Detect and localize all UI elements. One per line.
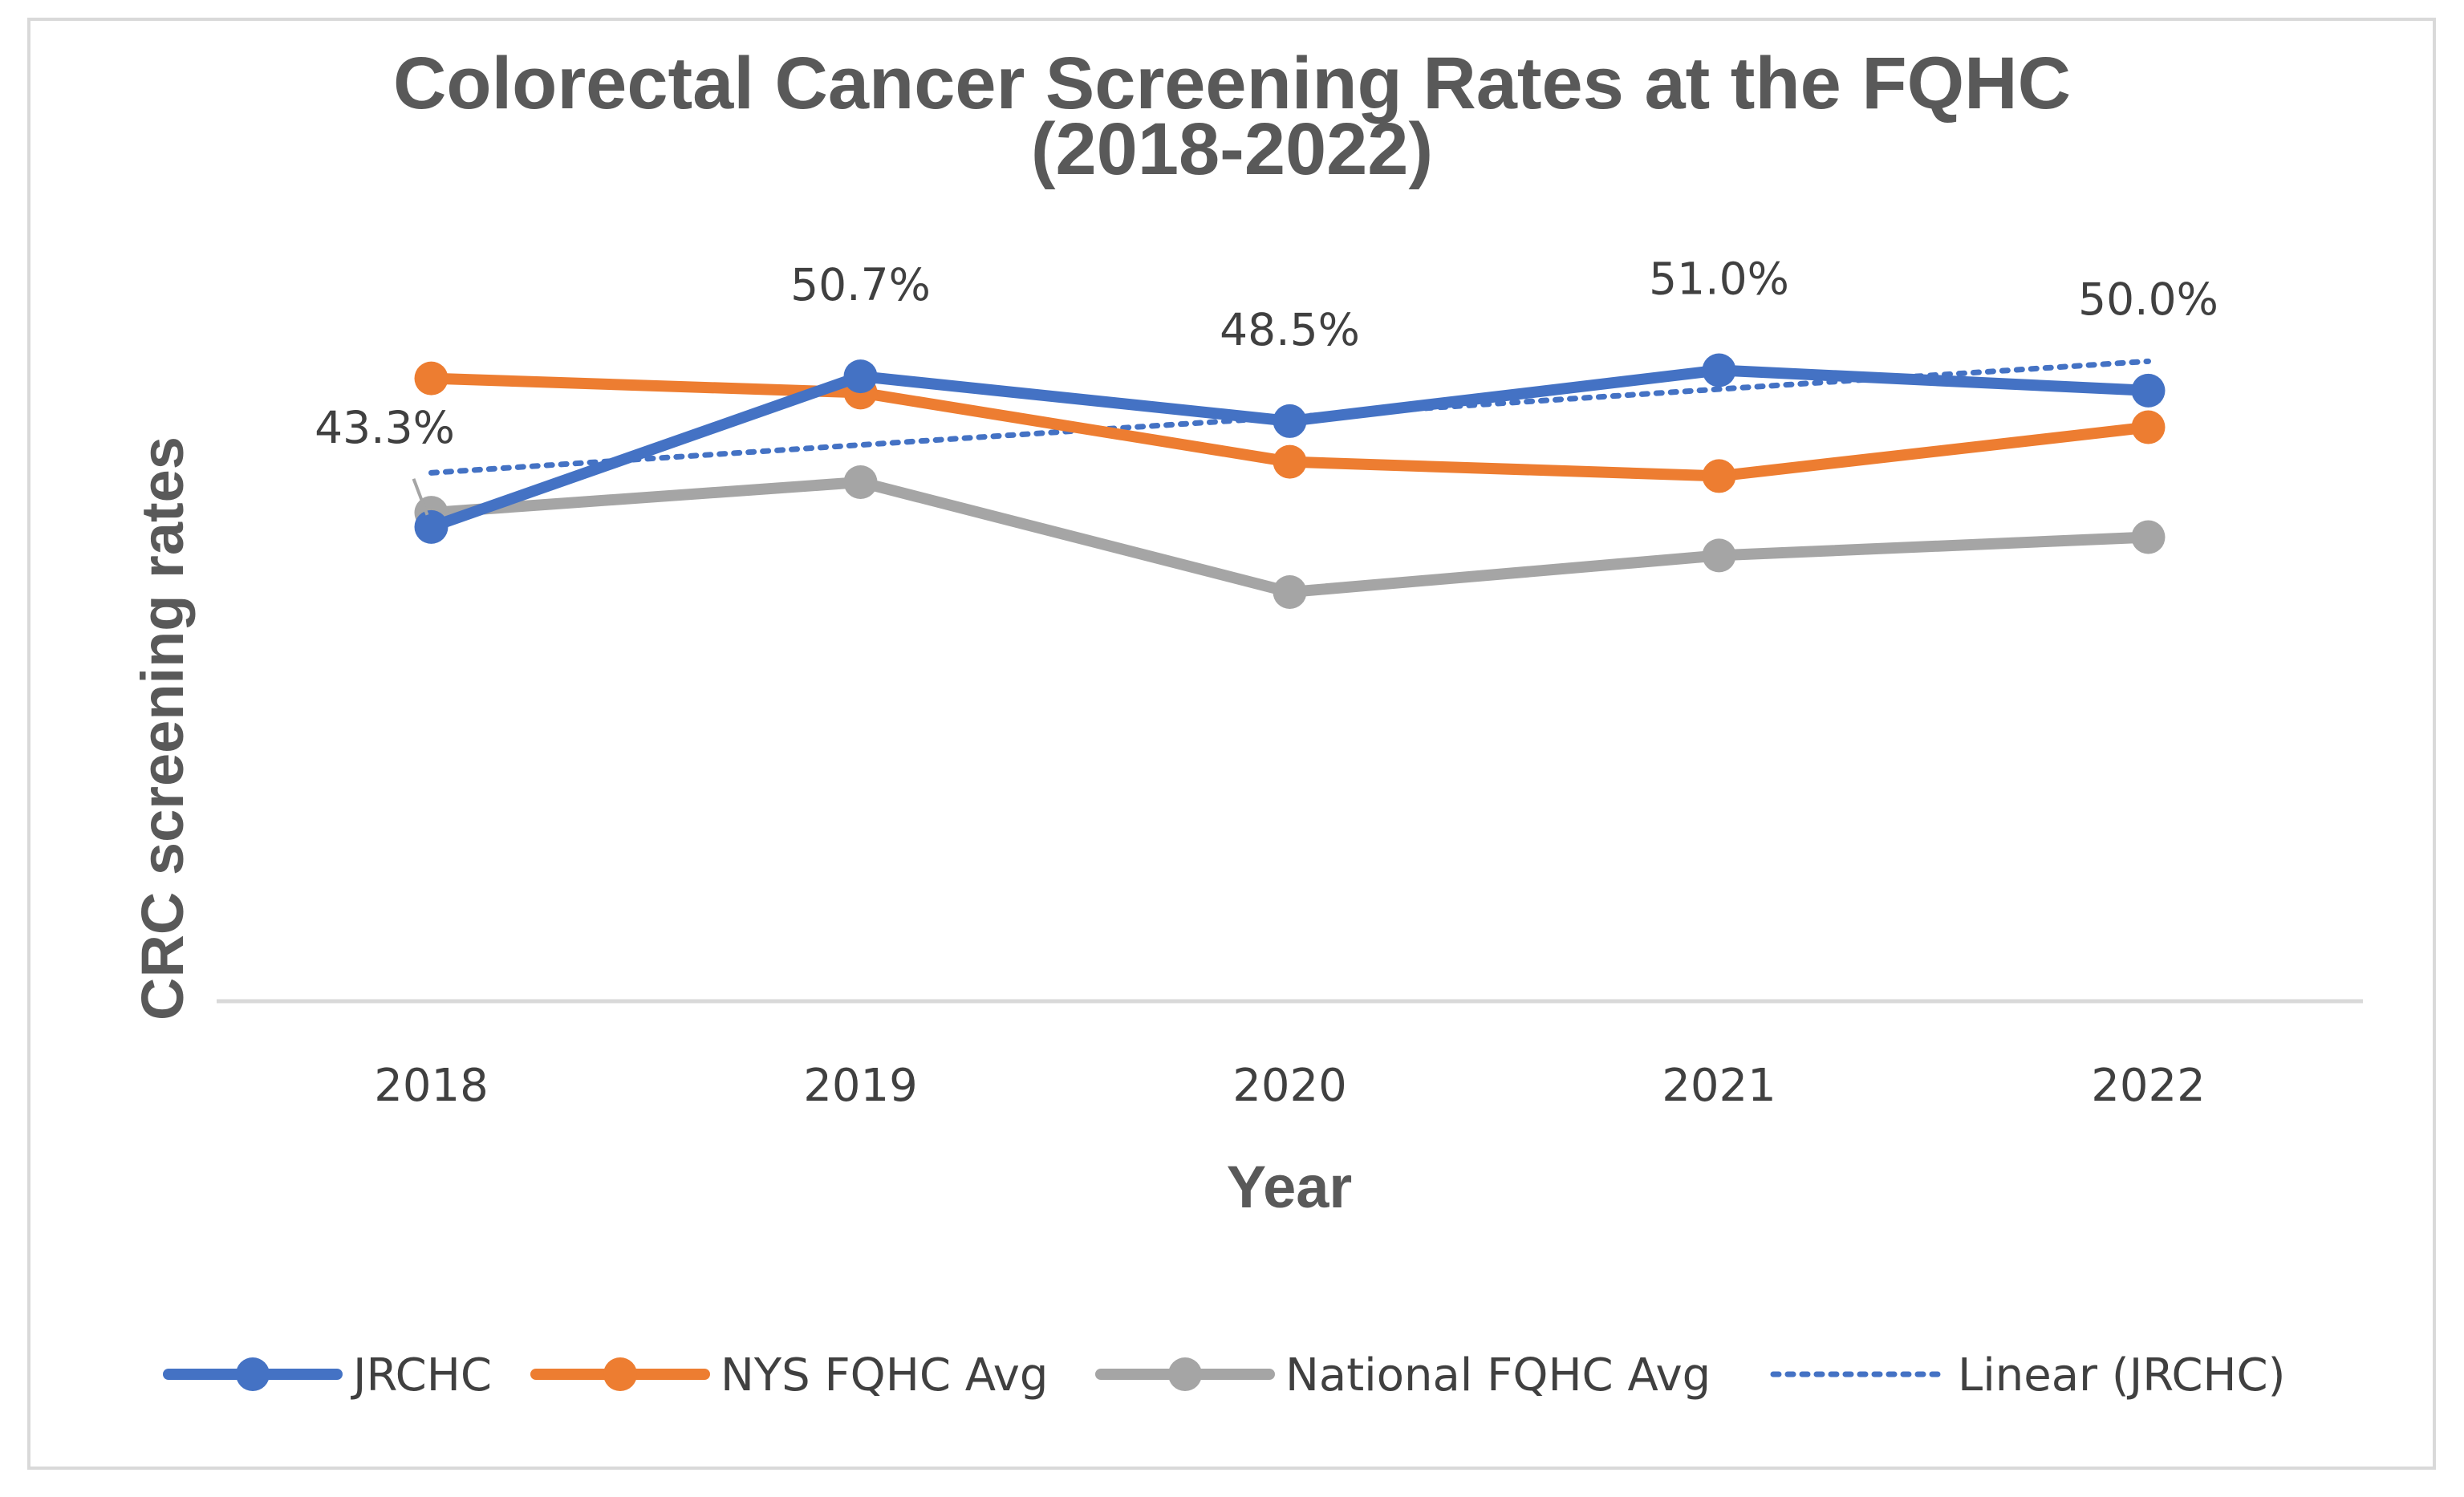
point-national-fqhc-avg-2019 — [843, 465, 878, 500]
legend-label-nys-fqhc-avg: NYS FQHC Avg — [721, 1349, 1048, 1402]
point-jrchc-2019 — [843, 359, 878, 394]
point-nys-fqhc-avg-2020 — [1273, 444, 1307, 479]
point-national-fqhc-avg-2021 — [1702, 538, 1736, 573]
legend-marker-national-fqhc-avg — [1168, 1357, 1202, 1391]
point-nys-fqhc-avg-2021 — [1702, 459, 1736, 493]
y-axis-title: CRC screening rates — [129, 436, 196, 1020]
legend-marker-nys-fqhc-avg — [603, 1357, 637, 1391]
point-jrchc-2018 — [414, 509, 449, 544]
point-jrchc-2021 — [1702, 353, 1736, 387]
legend-label-national-fqhc-avg: National FQHC Avg — [1285, 1349, 1711, 1402]
point-nys-fqhc-avg-2018 — [414, 361, 449, 396]
legend-label-linear-jrchc: Linear (JRCHC) — [1958, 1349, 2286, 1402]
point-jrchc-2020 — [1273, 404, 1307, 438]
point-national-fqhc-avg-2022 — [2131, 520, 2166, 554]
chart-frame — [27, 18, 2436, 1470]
data-label-2018: 43.3% — [315, 402, 455, 453]
data-label-2020: 48.5% — [1220, 304, 1360, 355]
chart-title-line2: (2018-2022) — [1030, 108, 1434, 190]
x-tick-2021: 2021 — [1662, 1060, 1776, 1112]
chart-title-line1: Colorectal Cancer Screening Rates at the… — [392, 43, 2072, 124]
x-tick-2022: 2022 — [2091, 1060, 2206, 1112]
series-layer — [414, 353, 2166, 610]
x-axis-title: Year — [1227, 1154, 1352, 1220]
point-nys-fqhc-avg-2022 — [2131, 410, 2166, 444]
label-leader-line — [412, 478, 429, 516]
ticks-layer: 2018 2019 2020 2021 2022 — [374, 1060, 2206, 1112]
data-label-2021: 51.0% — [1649, 253, 1789, 304]
data-label-2022: 50.0% — [2078, 274, 2218, 325]
x-tick-2018: 2018 — [374, 1060, 489, 1112]
legend: JRCHC NYS FQHC Avg National FQHC Avg Linear… — [163, 1349, 2286, 1402]
data-label-2019: 50.7% — [790, 259, 931, 310]
x-tick-2020: 2020 — [1232, 1060, 1347, 1112]
point-jrchc-2022 — [2131, 373, 2166, 408]
labels-layer: 43.3% 50.7% 48.5% 51.0% 50.0% — [315, 253, 2218, 516]
legend-marker-jrchc — [236, 1357, 270, 1391]
point-national-fqhc-avg-2020 — [1273, 575, 1307, 610]
x-tick-2019: 2019 — [803, 1060, 918, 1112]
legend-label-jrchc: JRCHC — [351, 1349, 492, 1402]
